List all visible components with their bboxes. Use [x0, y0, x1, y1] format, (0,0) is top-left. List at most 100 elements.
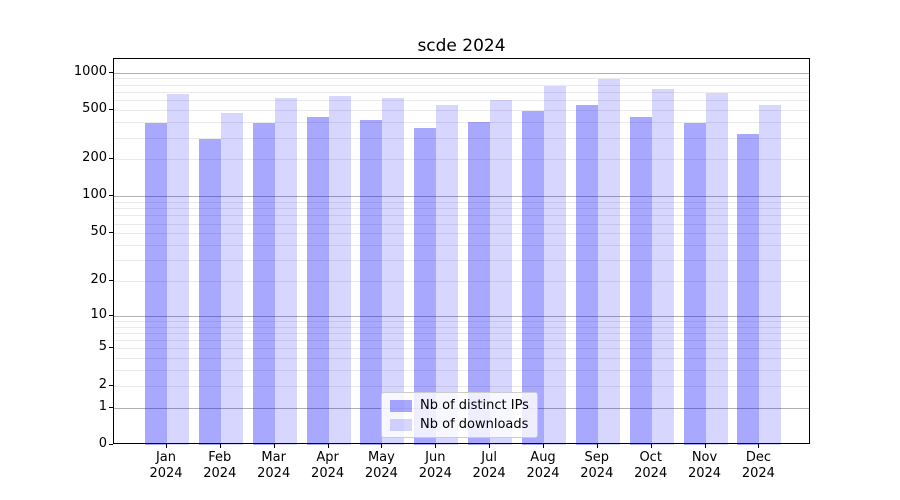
y-tick-label: 100: [82, 187, 107, 203]
gridline-minor: [114, 110, 809, 111]
x-tick-label: Nov 2024: [687, 450, 722, 481]
y-tick-label: 500: [82, 101, 107, 116]
gridline-minor: [114, 244, 809, 246]
y-tick: [109, 195, 113, 197]
x-tick-label: Mar 2024: [257, 450, 291, 481]
y-tick-label: 1: [98, 398, 107, 414]
gridline-minor: [114, 215, 809, 217]
x-tick: [543, 444, 544, 448]
gridline-major: [114, 72, 809, 74]
bar-nb-of-downloads: [651, 88, 674, 445]
y-tick-label: 200: [82, 150, 107, 166]
gridline-minor: [114, 370, 809, 372]
gridline-minor: [114, 340, 809, 342]
x-tick: [381, 444, 383, 448]
gridline-minor: [114, 326, 809, 328]
bar-nb-of-downloads: [490, 100, 513, 445]
legend-swatch-distinct-ips: [390, 399, 412, 412]
y-tick: [109, 71, 113, 73]
x-tick: [273, 444, 275, 448]
x-tick-label: Feb 2024: [203, 450, 237, 481]
y-tick-label: 10: [90, 306, 107, 322]
y-tick: [109, 314, 113, 316]
gridline-minor: [114, 260, 809, 261]
y-tick-label: 0: [98, 436, 107, 451]
gridline-minor: [114, 358, 809, 360]
bar-nb-of-distinct-ips: [737, 134, 760, 445]
x-tick: [704, 444, 706, 448]
bar-nb-of-downloads: [759, 105, 782, 445]
x-tick: [327, 444, 329, 448]
x-tick-label: Oct 2024: [634, 450, 668, 481]
gridline-minor: [114, 233, 809, 235]
y-tick: [109, 158, 113, 160]
gridline-minor: [114, 78, 809, 80]
x-tick: [219, 444, 221, 448]
gridline-minor: [114, 137, 809, 139]
bar-nb-of-downloads: [436, 105, 459, 445]
bar-nb-of-downloads: [543, 85, 566, 445]
bar-nb-of-downloads: [597, 79, 620, 445]
x-tick-label: Jun 2024: [418, 450, 452, 481]
y-tick-label: 2: [98, 376, 107, 392]
bar-nb-of-distinct-ips: [252, 122, 275, 445]
y-tick: [109, 232, 113, 234]
legend-label-distinct-ips: Nb of distinct IPs: [420, 398, 529, 413]
chart-title: scde 2024: [417, 36, 506, 56]
gridline-minor: [114, 122, 809, 123]
gridline-minor: [114, 223, 809, 225]
x-tick-label: Jul 2024: [472, 450, 506, 481]
bar-nb-of-distinct-ips: [360, 120, 383, 445]
x-tick-label: Jan 2024: [149, 450, 183, 481]
legend: Nb of distinct IPs Nb of downloads: [381, 392, 538, 438]
gridline-major: [114, 315, 809, 317]
x-tick: [489, 444, 491, 448]
legend-label-downloads: Nb of downloads: [420, 417, 529, 432]
x-tick: [758, 444, 760, 448]
plot-area: [113, 58, 810, 445]
x-tick: [166, 444, 167, 448]
x-tick-label: Apr 2024: [311, 450, 345, 481]
gridline-minor: [114, 385, 809, 387]
legend-entry-downloads: Nb of downloads: [390, 417, 529, 432]
x-tick-label: Aug 2024: [526, 450, 560, 481]
bar-nb-of-distinct-ips: [145, 123, 167, 445]
x-tick: [650, 444, 652, 448]
gridline-minor: [114, 280, 809, 282]
x-tick-label: May 2024: [364, 450, 398, 481]
legend-swatch-downloads: [390, 418, 412, 431]
bar-nb-of-downloads: [220, 113, 243, 445]
y-tick-label: 5: [98, 339, 107, 355]
y-tick: [109, 384, 113, 386]
gridline-minor: [114, 159, 809, 161]
bar-nb-of-distinct-ips: [575, 104, 598, 445]
bar-nb-of-downloads: [328, 95, 351, 445]
bar-nb-of-downloads: [705, 93, 728, 445]
legend-entry-distinct-ips: Nb of distinct IPs: [390, 398, 529, 413]
bar-nb-of-distinct-ips: [521, 110, 544, 445]
y-tick: [109, 347, 113, 349]
gridline-minor: [114, 348, 809, 350]
gridline-minor: [114, 84, 809, 86]
bar-nb-of-distinct-ips: [414, 127, 437, 445]
bar-nb-of-distinct-ips: [198, 139, 221, 445]
bar-nb-of-downloads: [382, 98, 405, 445]
y-tick: [109, 279, 113, 281]
y-tick: [109, 444, 113, 445]
gridline-minor: [114, 332, 809, 334]
x-tick: [596, 444, 598, 448]
gridline-minor: [114, 201, 809, 203]
bar-nb-of-distinct-ips: [683, 122, 706, 445]
y-tick: [109, 406, 113, 408]
bar-nb-of-downloads: [274, 98, 297, 445]
y-tick: [109, 109, 113, 110]
x-tick-label: Dec 2024: [741, 450, 775, 481]
x-tick-label: Sep 2024: [580, 450, 614, 481]
gridline-minor: [114, 91, 809, 93]
x-tick: [435, 444, 437, 448]
bar-nb-of-distinct-ips: [629, 116, 652, 445]
gridline-minor: [114, 320, 809, 322]
y-tick-label: 20: [90, 271, 107, 287]
bar-nb-of-downloads: [167, 93, 189, 445]
